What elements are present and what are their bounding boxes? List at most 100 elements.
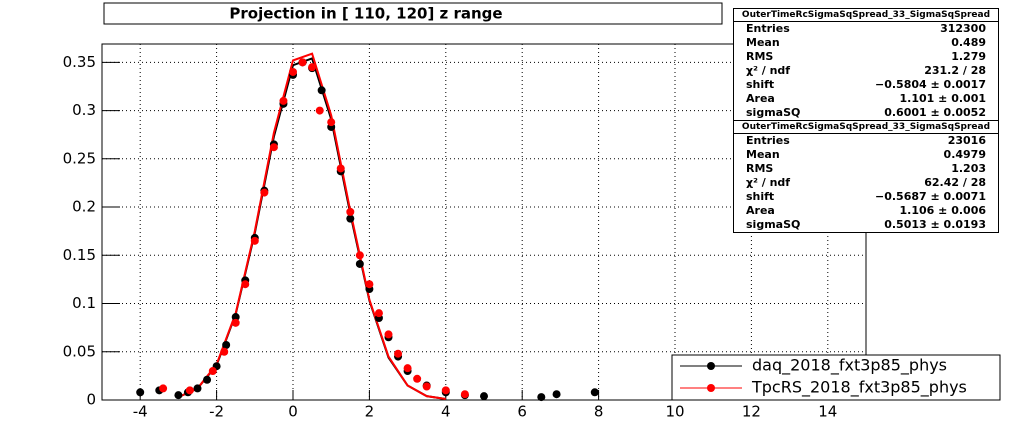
data-point: [208, 367, 217, 376]
stats-row: shift −0.5804 ± 0.0017: [734, 78, 998, 92]
data-point: [308, 63, 317, 72]
stats-row: RMS 1.279: [734, 50, 998, 64]
stats-row: χ² / ndf 62.42 / 28: [734, 176, 998, 190]
data-point: [250, 236, 259, 245]
data-point: [346, 207, 355, 216]
data-point: [460, 390, 469, 399]
stats-row: Entries 312300: [734, 22, 998, 36]
data-point: [174, 391, 183, 400]
data-point: [537, 393, 546, 402]
data-point: [355, 251, 364, 260]
data-point: [315, 106, 324, 115]
stats-label: Entries: [746, 134, 790, 147]
legend-box: [671, 354, 1001, 401]
stats-row: shift −0.5687 ± 0.0071: [734, 190, 998, 204]
data-point: [590, 388, 599, 397]
stats-label: shift: [746, 78, 775, 91]
stats-row: sigmaSQ 0.5013 ± 0.0193: [734, 218, 998, 232]
data-point: [193, 384, 202, 393]
data-point: [159, 384, 168, 393]
stats-label: Mean: [746, 36, 780, 49]
stats-row: RMS 1.203: [734, 162, 998, 176]
stats-label: χ² / ndf: [746, 64, 791, 77]
x-tick-label: 4: [441, 403, 451, 421]
stats-value: 0.5013 ± 0.0193: [884, 218, 986, 231]
y-tick-label: 0.25: [63, 149, 96, 167]
data-point: [441, 386, 450, 395]
stats-label: χ² / ndf: [746, 176, 791, 189]
x-tick-label: -4: [133, 403, 148, 421]
stats-row: sigmaSQ 0.6001 ± 0.0052: [734, 106, 998, 120]
y-tick-label: 0.15: [63, 246, 96, 264]
data-point: [552, 390, 561, 399]
data-point: [384, 330, 393, 339]
stats-row: χ² / ndf 231.2 / 28: [734, 64, 998, 78]
y-tick-label: 0: [86, 391, 96, 409]
stats-value: 0.4979: [943, 148, 986, 161]
x-tick-label: 2: [365, 403, 375, 421]
data-point: [241, 280, 250, 289]
stats-value: 0.6001 ± 0.0052: [884, 106, 986, 119]
data-point: [394, 349, 403, 358]
data-point: [422, 382, 431, 391]
stats-value: −0.5804 ± 0.0017: [875, 78, 986, 91]
fit-curve: [177, 52, 446, 401]
legend-marker: [707, 384, 715, 392]
stats-label: RMS: [746, 162, 774, 175]
x-tick-label: 12: [742, 403, 761, 421]
y-tick-label: 0.1: [72, 294, 96, 312]
data-point: [480, 392, 488, 401]
y-tick-label: 0.35: [63, 53, 96, 71]
stats-row: Mean 0.4979: [734, 148, 998, 162]
data-point: [365, 280, 374, 289]
stats-box: OuterTimeRcSigmaSqSpread_33_SigmaSqSprea…: [733, 8, 999, 121]
stats-value: 231.2 / 28: [924, 64, 986, 77]
data-point: [231, 313, 240, 322]
stats-row: Entries 23016: [734, 134, 998, 148]
data-point: [346, 214, 355, 223]
data-point: [203, 375, 212, 384]
stats-label: sigmaSQ: [746, 218, 801, 231]
stats-label: sigmaSQ: [746, 106, 801, 119]
stats-title: OuterTimeRcSigmaSqSpread_33_SigmaSqSprea…: [734, 121, 998, 134]
data-point: [279, 96, 288, 105]
stats-row: Area 1.106 ± 0.006: [734, 204, 998, 218]
x-tick-label: 0: [288, 403, 298, 421]
stats-label: RMS: [746, 50, 774, 63]
y-tick-label: 0.05: [63, 342, 96, 360]
stats-value: 0.489: [951, 36, 986, 49]
stats-label: shift: [746, 190, 775, 203]
stats-value: 1.106 ± 0.006: [899, 204, 986, 217]
data-point: [136, 388, 145, 397]
data-point: [374, 309, 383, 318]
data-point: [317, 86, 326, 95]
stats-label: Entries: [746, 22, 790, 35]
legend-label: daq_2018_fxt3p85_phys: [752, 356, 947, 376]
data-point: [269, 143, 278, 152]
stats-value: 1.279: [951, 50, 986, 63]
x-tick-label: 14: [818, 403, 837, 421]
stats-value: −0.5687 ± 0.0071: [875, 190, 986, 203]
stats-row: Area 1.101 ± 0.001: [734, 92, 998, 106]
data-point: [413, 374, 422, 383]
stats-row: Mean 0.489: [734, 36, 998, 50]
x-tick-label: 10: [665, 403, 684, 421]
data-point: [185, 386, 194, 395]
y-tick-label: 0.3: [72, 101, 96, 119]
stats-title: OuterTimeRcSigmaSqSpread_33_SigmaSqSprea…: [734, 9, 998, 22]
data-point: [327, 118, 336, 127]
stats-value: 1.101 ± 0.001: [899, 92, 986, 105]
x-tick-label: 8: [594, 403, 604, 421]
x-tick-label: -2: [209, 403, 224, 421]
stats-value: 23016: [947, 134, 986, 147]
stats-value: 62.42 / 28: [924, 176, 986, 189]
stats-label: Area: [746, 204, 775, 217]
data-point: [231, 318, 240, 327]
title-box: [103, 2, 723, 25]
legend-marker: [707, 362, 715, 370]
data-point: [298, 58, 307, 67]
chart-title: Projection in [ 110, 120] z range: [229, 5, 502, 23]
data-point: [289, 67, 297, 76]
stats-value: 312300: [940, 22, 986, 35]
